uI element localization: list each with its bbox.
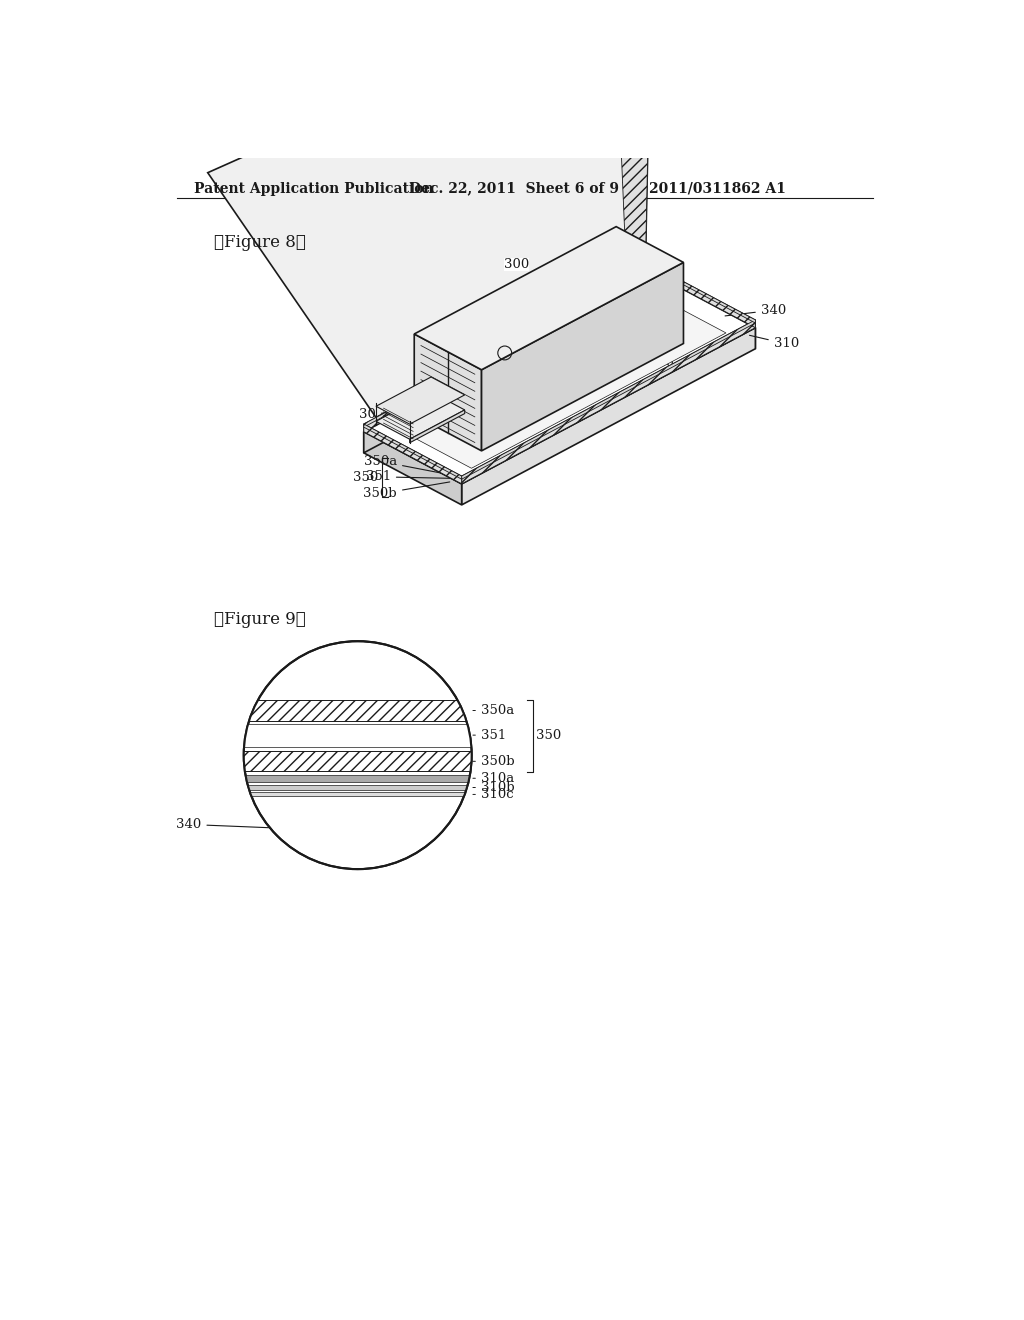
Bar — [243, 751, 473, 771]
Polygon shape — [364, 424, 462, 484]
Polygon shape — [657, 276, 756, 348]
Text: 351: 351 — [473, 729, 506, 742]
Text: US 2011/0311862 A1: US 2011/0311862 A1 — [622, 182, 785, 195]
Polygon shape — [410, 411, 465, 442]
Text: 340: 340 — [725, 304, 786, 317]
Polygon shape — [364, 276, 657, 453]
Polygon shape — [364, 268, 657, 428]
Text: 350: 350 — [537, 730, 561, 742]
Text: 340: 340 — [176, 818, 280, 832]
Polygon shape — [208, 0, 651, 417]
Polygon shape — [462, 327, 756, 506]
Text: 350: 350 — [352, 471, 378, 484]
Text: 310c: 310c — [473, 788, 513, 801]
Text: Dec. 22, 2011  Sheet 6 of 9: Dec. 22, 2011 Sheet 6 of 9 — [410, 182, 620, 195]
Polygon shape — [462, 319, 756, 479]
Polygon shape — [462, 319, 756, 484]
Polygon shape — [376, 392, 465, 440]
Polygon shape — [415, 334, 481, 451]
Bar — [243, 785, 473, 789]
Text: 300: 300 — [504, 257, 529, 271]
Polygon shape — [657, 268, 756, 327]
Text: 310: 310 — [750, 335, 799, 350]
Polygon shape — [415, 227, 683, 370]
Polygon shape — [481, 263, 683, 451]
Text: 350b: 350b — [364, 482, 450, 500]
Text: 10: 10 — [505, 337, 541, 356]
Bar — [243, 701, 473, 721]
Text: 20: 20 — [430, 408, 450, 433]
Bar — [243, 723, 473, 747]
Polygon shape — [376, 378, 465, 424]
Bar — [243, 792, 473, 796]
Text: 351: 351 — [366, 470, 450, 483]
Text: 350b: 350b — [473, 755, 514, 768]
Polygon shape — [364, 276, 756, 484]
Polygon shape — [614, 0, 651, 284]
Text: 330a: 330a — [627, 343, 675, 370]
Polygon shape — [364, 268, 657, 432]
Text: 』Figure 9】: 』Figure 9】 — [214, 611, 305, 628]
Polygon shape — [393, 292, 726, 469]
Circle shape — [244, 642, 472, 869]
Text: C: C — [501, 375, 511, 388]
Text: 310b: 310b — [473, 781, 514, 795]
Text: 350a: 350a — [364, 455, 450, 475]
Polygon shape — [657, 268, 756, 323]
Text: 310a: 310a — [473, 772, 514, 785]
Text: 』Figure 8】: 』Figure 8】 — [214, 234, 305, 251]
Text: 350a: 350a — [473, 704, 514, 717]
Polygon shape — [364, 432, 462, 506]
Text: 30: 30 — [359, 408, 423, 421]
Polygon shape — [364, 424, 462, 479]
Text: Patent Application Publication: Patent Application Publication — [194, 182, 433, 195]
Bar — [243, 775, 473, 781]
